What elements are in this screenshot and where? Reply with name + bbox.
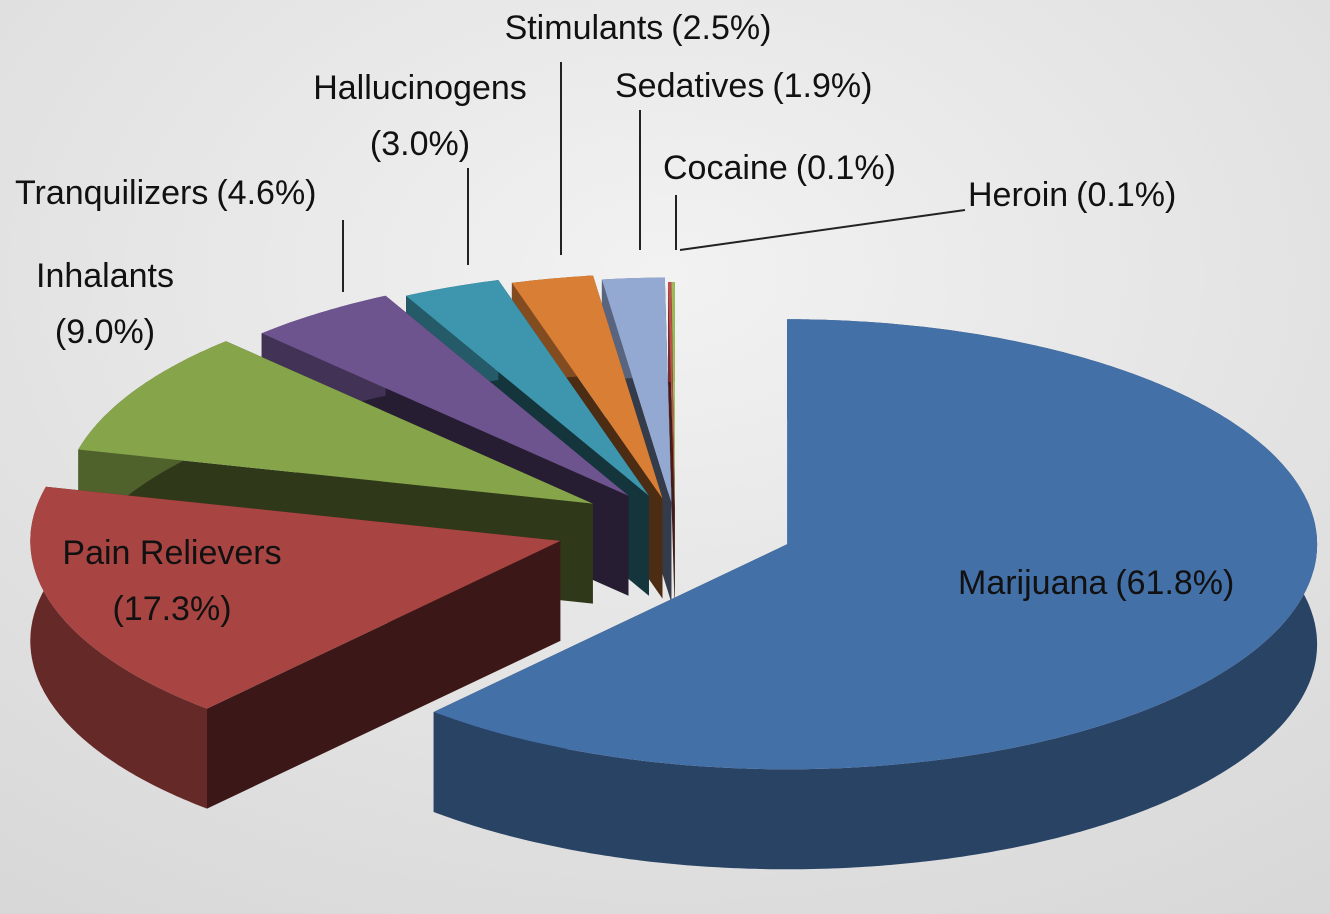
data-label: Marijuana (61.8%) bbox=[958, 564, 1234, 602]
slice bbox=[30, 486, 561, 709]
data-label: Pain Relievers (17.3%) bbox=[62, 534, 281, 628]
data-label: Tranquilizers (4.6%) bbox=[15, 174, 317, 212]
data-label: Sedatives (1.9%) bbox=[615, 67, 872, 105]
category-name: Hallucinogens bbox=[313, 69, 527, 107]
data-label: Inhalants (9.0%) bbox=[36, 257, 174, 351]
slice bbox=[511, 275, 663, 499]
slice bbox=[78, 341, 593, 504]
value-label: (1.9%) bbox=[772, 67, 872, 105]
category-name: Cocaine bbox=[663, 149, 788, 187]
slice bbox=[671, 282, 675, 507]
category-name: Marijuana bbox=[958, 564, 1107, 602]
value-label: (2.5%) bbox=[671, 9, 771, 47]
data-label: Hallucinogens (3.0%) bbox=[313, 69, 527, 163]
slice-wall bbox=[30, 486, 207, 809]
value-label: (0.1%) bbox=[1076, 176, 1176, 214]
data-label: Cocaine (0.1%) bbox=[663, 149, 896, 187]
category-name: Pain Relievers bbox=[62, 534, 281, 572]
slice bbox=[406, 280, 649, 496]
category-name: Tranquilizers bbox=[15, 174, 208, 212]
category-name: Stimulants bbox=[505, 9, 664, 47]
value-label: (4.6%) bbox=[216, 174, 316, 212]
category-name: Inhalants bbox=[36, 257, 174, 295]
category-name: Sedatives bbox=[615, 67, 764, 105]
value-label: (0.1%) bbox=[796, 149, 896, 187]
category-name: Heroin bbox=[968, 176, 1068, 214]
slice bbox=[668, 282, 675, 507]
slice bbox=[433, 319, 1318, 770]
leader-line bbox=[679, 209, 966, 251]
slice bbox=[261, 295, 629, 496]
value-label: (61.8%) bbox=[1115, 564, 1234, 602]
slice bbox=[601, 277, 672, 503]
data-label: Stimulants (2.5%) bbox=[505, 9, 772, 47]
value-label: (3.0%) bbox=[370, 125, 470, 163]
value-label: (9.0%) bbox=[55, 313, 155, 351]
data-label: Heroin (0.1%) bbox=[968, 176, 1176, 214]
value-label: (17.3%) bbox=[112, 590, 231, 628]
